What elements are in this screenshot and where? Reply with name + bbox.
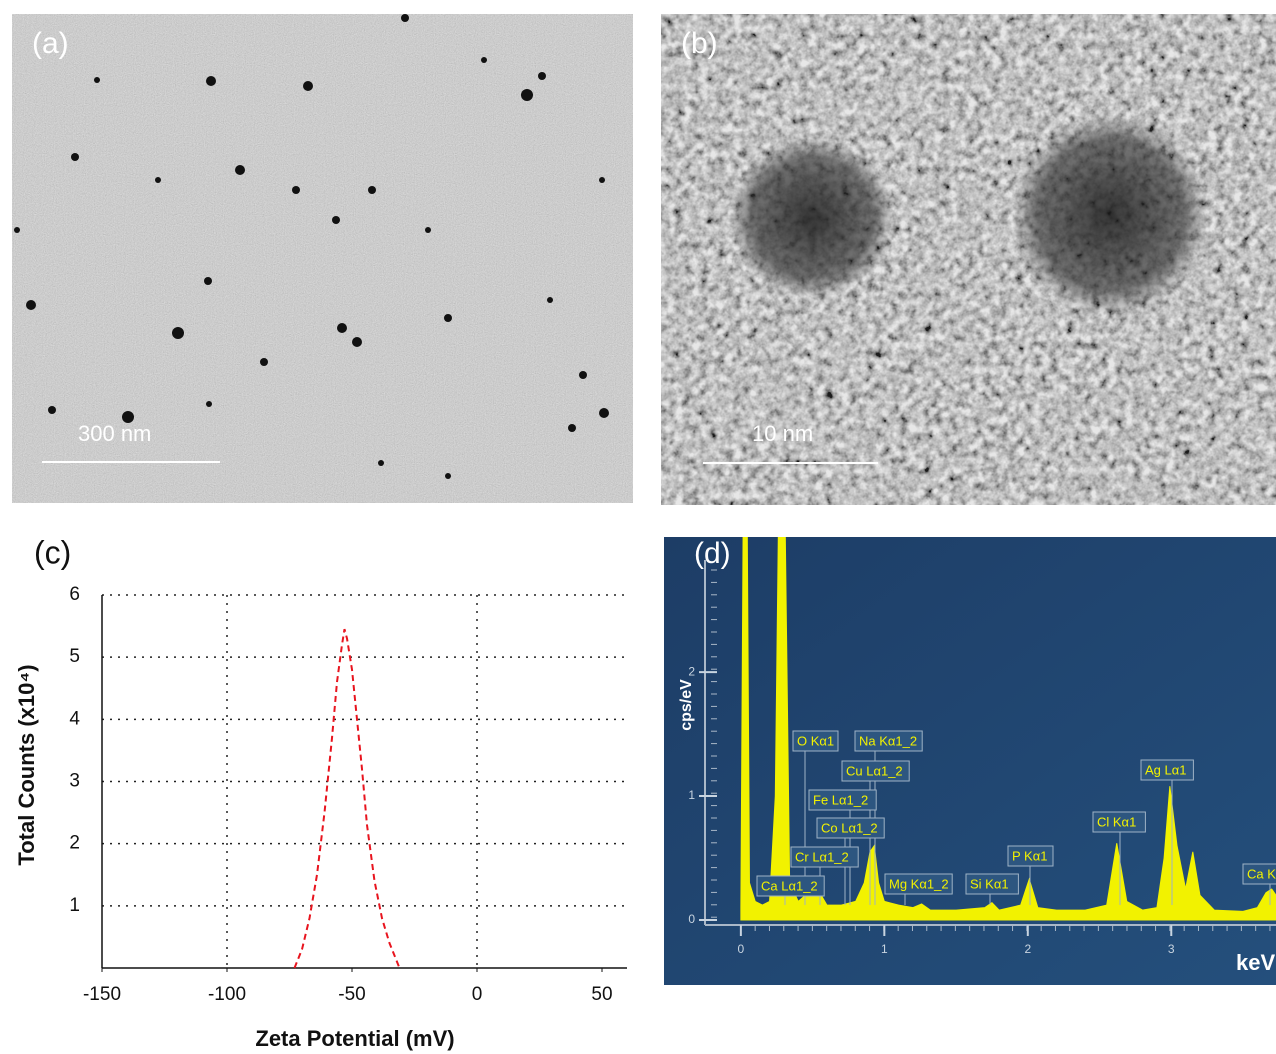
y-axis-title: cps/eV xyxy=(678,679,695,731)
peak-label: Ca Lα1_2 xyxy=(761,878,818,893)
peak-label: Mg Kα1_2 xyxy=(889,876,949,891)
particle xyxy=(547,297,553,303)
particle xyxy=(332,216,340,224)
peak-label: Ag Lα1 xyxy=(1145,762,1187,777)
particle xyxy=(378,460,384,466)
x-axis-title: Zeta Potential (mV) xyxy=(255,1026,454,1051)
particle xyxy=(481,57,487,63)
peak-label: P Kα1 xyxy=(1012,848,1047,863)
particle xyxy=(26,300,36,310)
peak-label: Si Kα1 xyxy=(970,876,1009,891)
particle xyxy=(48,406,56,414)
particle xyxy=(538,72,546,80)
x-tick-label: 0 xyxy=(738,942,745,956)
x-tick-label: -150 xyxy=(83,984,121,1005)
particle xyxy=(579,371,587,379)
micrograph-b xyxy=(661,14,1276,505)
peak-label: Cl Kα1 xyxy=(1097,814,1136,829)
peak-label-box xyxy=(1140,759,1194,781)
x-tick-label: 2 xyxy=(1024,942,1031,956)
peak-label: Cu Lα1_2 xyxy=(846,763,903,778)
peak-label-box xyxy=(841,760,910,782)
particle xyxy=(94,77,100,83)
particle xyxy=(292,186,300,194)
peak-label: Cr Lα1_2 xyxy=(795,849,849,864)
spectrum xyxy=(740,537,1276,921)
panel-label: (d) xyxy=(694,537,731,570)
peak-label: Na Kα1_2 xyxy=(859,733,917,748)
particle xyxy=(235,165,245,175)
particle xyxy=(172,327,184,339)
peak-label-box xyxy=(1242,863,1276,885)
x-tick-label: -100 xyxy=(208,984,246,1005)
particle xyxy=(352,337,362,347)
particle xyxy=(206,76,216,86)
y-tick-label: 1 xyxy=(69,895,80,916)
y-tick-label: 1 xyxy=(688,788,695,802)
particle xyxy=(71,153,79,161)
y-tick-label: 0 xyxy=(688,912,695,926)
micrograph-a xyxy=(12,14,633,503)
x-tick-label: 50 xyxy=(591,984,612,1005)
y-tick-label: 2 xyxy=(69,833,80,854)
peak-label: Fe Lα1_2 xyxy=(813,792,868,807)
particle xyxy=(521,89,533,101)
data-line xyxy=(293,628,401,969)
particle xyxy=(14,227,20,233)
panel-label: (c) xyxy=(34,534,71,570)
particle xyxy=(425,227,431,233)
y-tick-label: 2 xyxy=(688,664,695,678)
particle xyxy=(260,358,268,366)
particle xyxy=(155,177,161,183)
peak-label-box xyxy=(965,873,1019,895)
particle xyxy=(444,314,452,322)
y-tick-label: 6 xyxy=(69,584,80,605)
peak-label-box xyxy=(816,817,885,839)
particle xyxy=(568,424,576,432)
panel-label: (a) xyxy=(32,27,69,60)
peak-label-box xyxy=(1007,845,1054,867)
peak-label-box xyxy=(884,873,953,895)
particle xyxy=(122,411,134,423)
y-tick-label: 5 xyxy=(69,646,80,667)
x-tick-label: 3 xyxy=(1168,942,1175,956)
scale-bar-label: 300 nm xyxy=(78,421,151,446)
peak-label-box xyxy=(808,789,877,811)
peak-label-box xyxy=(792,730,839,752)
peak-label-box xyxy=(854,730,923,752)
x-axis-title: keV xyxy=(1236,950,1275,975)
x-tick-label: 1 xyxy=(881,942,888,956)
particle xyxy=(303,81,313,91)
scale-bar-label: 10 nm xyxy=(752,421,813,446)
peak-label-box xyxy=(790,846,859,868)
particle xyxy=(368,186,376,194)
x-tick-label: 0 xyxy=(472,984,483,1005)
peak-label-box xyxy=(756,875,825,897)
particle xyxy=(599,408,609,418)
particle xyxy=(401,14,409,22)
peak-label: Ca K xyxy=(1247,866,1276,881)
particle xyxy=(445,473,451,479)
particle xyxy=(204,277,212,285)
y-tick-label: 3 xyxy=(69,771,80,792)
x-tick-label: -50 xyxy=(338,984,365,1005)
peak-label: Co Lα1_2 xyxy=(821,820,878,835)
particle xyxy=(599,177,605,183)
peak-label: O Kα1 xyxy=(797,733,834,748)
y-tick-label: 4 xyxy=(69,708,80,729)
peak-label-box xyxy=(1092,811,1146,833)
particle xyxy=(206,401,212,407)
panel-label: (b) xyxy=(681,27,718,60)
particle xyxy=(337,323,347,333)
y-axis-title: Total Counts (x10⁴) xyxy=(14,664,39,865)
